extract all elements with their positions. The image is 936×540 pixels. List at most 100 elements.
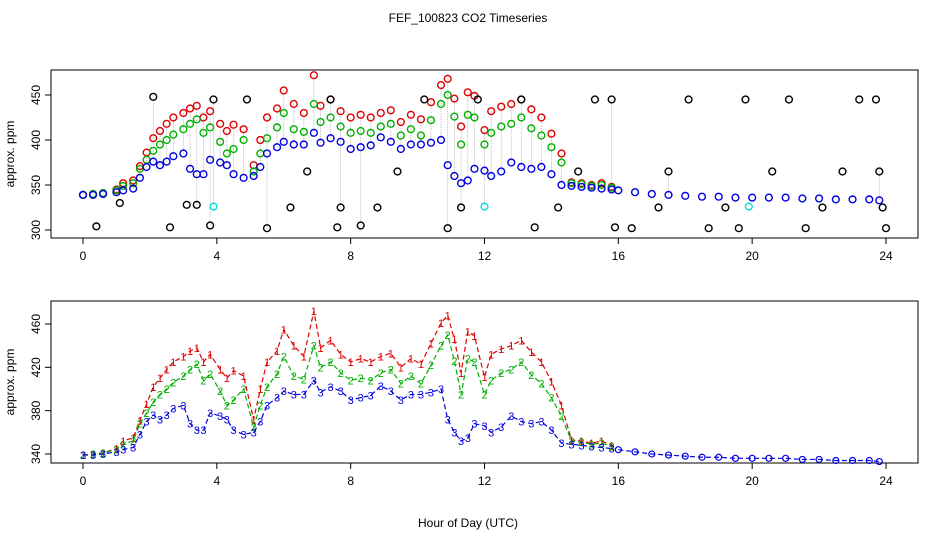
series-marker-3: 3	[338, 386, 344, 398]
series-marker-1: 1	[528, 347, 534, 359]
series-marker-2: 2	[481, 389, 487, 401]
series-marker-3: 3	[398, 395, 404, 407]
series-point-level3	[698, 453, 706, 461]
data-point-level1	[537, 113, 546, 122]
x-tick-label: 4	[213, 474, 220, 488]
data-point-level2	[179, 125, 188, 134]
data-point-level2	[386, 119, 395, 128]
series-marker-3: 3	[200, 425, 206, 437]
data-point-level3	[587, 183, 596, 192]
data-point-level3	[88, 190, 98, 200]
series-marker-1: 1	[568, 435, 574, 447]
series-marker-2: 2	[200, 375, 206, 387]
series-marker-1: 1	[328, 335, 334, 347]
data-point-level1	[366, 113, 375, 122]
data-point-level1	[356, 110, 365, 119]
series-marker-1: 1	[217, 365, 223, 377]
data-point-level3	[289, 140, 298, 149]
series-marker-1: 1	[251, 414, 257, 426]
data-point-level2	[557, 158, 566, 167]
data-point-level2	[597, 180, 606, 190]
series-point-level3	[715, 453, 723, 461]
data-point-level3	[781, 193, 790, 202]
series-marker-2: 2	[538, 379, 544, 391]
data-point-level1	[406, 110, 415, 119]
series-marker-1: 1	[180, 352, 186, 364]
series-marker-1: 1	[558, 400, 564, 412]
series-marker-2: 2	[144, 408, 150, 420]
data-point-level3	[748, 193, 757, 202]
data-point-level2	[229, 144, 238, 154]
data-point-level3	[78, 190, 88, 200]
x-axis-label: Hour of Day (UTC)	[418, 516, 518, 530]
data-point-level1	[216, 119, 225, 128]
data-point-level2	[456, 140, 466, 149]
x-tick-label: 0	[80, 249, 87, 263]
data-point-level2	[169, 130, 178, 139]
series-marker-3: 3	[241, 430, 247, 442]
data-point-raw	[420, 95, 429, 104]
series-marker-2: 2	[508, 365, 514, 377]
series-marker-2: 2	[113, 445, 119, 457]
data-point-level1	[450, 94, 459, 103]
series-marker-3: 3	[438, 384, 444, 396]
data-point-raw	[610, 223, 620, 232]
series-marker-1: 1	[120, 436, 126, 448]
data-point-raw	[554, 203, 563, 212]
data-point-level1	[557, 149, 566, 158]
data-point-raw	[801, 224, 810, 233]
data-point-reference	[744, 202, 753, 211]
data-point-level1	[487, 107, 496, 116]
data-point-level2	[162, 135, 171, 145]
series-marker-1: 1	[170, 357, 176, 369]
series-marker-2: 2	[558, 411, 564, 423]
series-marker-2: 2	[328, 357, 334, 369]
series-marker-2: 2	[451, 356, 457, 368]
data-point-level2	[119, 181, 128, 191]
series-marker-3: 3	[451, 427, 457, 439]
data-point-level3	[222, 161, 231, 170]
y-tick-label: 340	[29, 444, 43, 464]
data-point-level3	[731, 193, 740, 202]
data-point-level3	[206, 155, 215, 164]
data-point-level3	[450, 171, 459, 181]
series-marker-1: 1	[418, 359, 424, 371]
data-point-level3	[497, 167, 506, 176]
data-point-level3	[216, 158, 225, 167]
series-marker-2: 2	[465, 354, 471, 366]
data-point-level3	[376, 133, 385, 142]
series-marker-1: 1	[578, 436, 584, 448]
data-point-level2	[443, 90, 452, 100]
series-marker-3: 3	[274, 393, 280, 405]
series-marker-3: 3	[291, 389, 297, 401]
series-marker-2: 2	[157, 389, 163, 401]
series-marker-1: 1	[368, 357, 374, 369]
series-marker-1: 1	[157, 373, 163, 385]
y-tick-label: 420	[29, 357, 43, 377]
data-point-level1	[426, 98, 436, 107]
x-tick-label: 8	[347, 474, 354, 488]
series-marker-1: 1	[458, 368, 464, 380]
series-marker-3: 3	[157, 414, 163, 426]
data-point-raw	[574, 167, 583, 176]
data-point-level1	[376, 108, 385, 118]
data-point-level2	[249, 167, 258, 176]
series-point-level3	[815, 455, 823, 464]
series-marker-2: 2	[388, 365, 394, 377]
data-point-level1	[547, 129, 556, 138]
series-marker-3: 3	[80, 450, 86, 462]
series-marker-1: 1	[445, 310, 451, 322]
series-marker-1: 1	[481, 372, 487, 384]
series-line-level3	[83, 379, 612, 456]
series-marker-1: 1	[488, 349, 494, 361]
series-marker-1: 1	[274, 346, 280, 358]
data-point-level1	[480, 126, 489, 135]
series-marker-3: 3	[137, 430, 143, 442]
x-tick-label: 12	[478, 249, 492, 263]
x-tick-label: 16	[612, 474, 626, 488]
data-point-level3	[681, 191, 690, 200]
data-point-raw	[878, 203, 887, 212]
series-marker-3: 3	[348, 395, 354, 407]
